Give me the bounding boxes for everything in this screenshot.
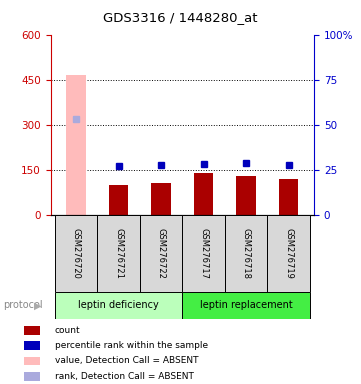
Bar [25,341,40,350]
Bar [182,292,310,319]
Bar [152,184,171,215]
Bar [97,215,140,292]
Text: GSM276720: GSM276720 [71,228,81,279]
Text: ▶: ▶ [34,300,42,310]
Bar [140,215,182,292]
Bar [109,185,128,215]
Text: leptin deficiency: leptin deficiency [78,300,159,310]
Bar [225,215,267,292]
Bar [267,215,310,292]
Bar [194,173,213,215]
Text: GSM276717: GSM276717 [199,228,208,279]
Bar [236,176,256,215]
Bar [25,372,40,381]
Bar [55,292,182,319]
Text: count: count [55,326,81,335]
Text: GDS3316 / 1448280_at: GDS3316 / 1448280_at [103,11,258,24]
Text: GSM276722: GSM276722 [157,228,166,279]
Text: percentile rank within the sample: percentile rank within the sample [55,341,208,350]
Bar [66,75,86,215]
Bar [25,357,40,365]
Bar [55,215,97,292]
Text: value, Detection Call = ABSENT: value, Detection Call = ABSENT [55,356,199,366]
Text: GSM276721: GSM276721 [114,228,123,279]
Bar [279,179,298,215]
Text: GSM276718: GSM276718 [242,228,251,279]
Text: leptin replacement: leptin replacement [200,300,292,310]
Text: protocol: protocol [4,300,43,310]
Text: rank, Detection Call = ABSENT: rank, Detection Call = ABSENT [55,372,194,381]
Bar [182,215,225,292]
Bar [25,326,40,334]
Text: GSM276719: GSM276719 [284,228,293,279]
